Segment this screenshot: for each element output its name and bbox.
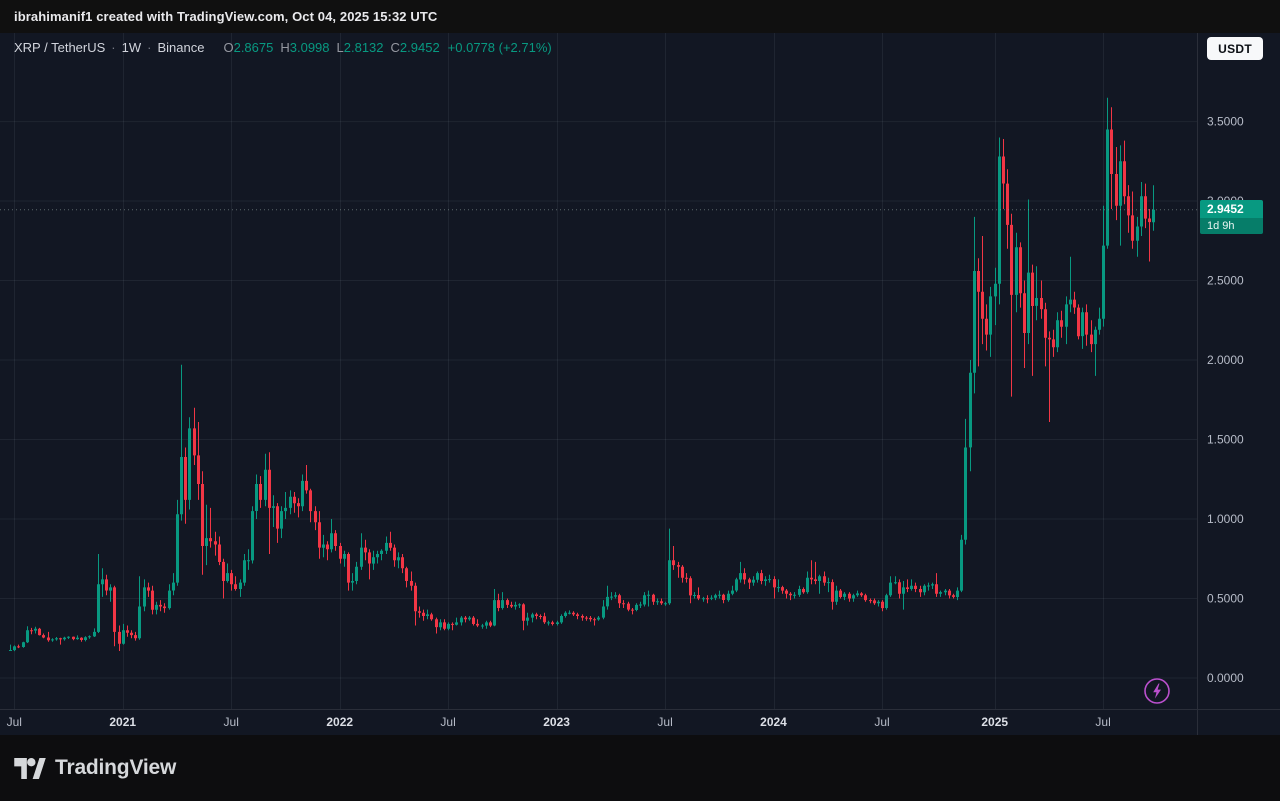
price-tick-label: 2.0000 bbox=[1207, 353, 1244, 367]
currency-toggle-button[interactable]: USDT bbox=[1207, 37, 1263, 60]
time-tick-label: Jul bbox=[7, 715, 22, 729]
tradingview-logo[interactable]: TradingView bbox=[14, 735, 176, 801]
price-tick-label: 1.5000 bbox=[1207, 433, 1244, 447]
attribution-text: ibrahimanif1 created with TradingView.co… bbox=[14, 9, 438, 24]
symbol-legend[interactable]: XRP / TetherUS · 1W · Binance O2.8675 H3.0998 L… bbox=[14, 40, 552, 55]
price-tick-label: 0.0000 bbox=[1207, 671, 1244, 685]
lightning-icon bbox=[1144, 678, 1170, 704]
price-tick-label: 1.0000 bbox=[1207, 512, 1244, 526]
chart-area: 3.50003.00002.50002.00001.50001.00000.50… bbox=[0, 33, 1280, 735]
time-tick-label: 2023 bbox=[543, 715, 570, 729]
up-candle-bodies bbox=[9, 129, 1155, 651]
bar-countdown: 1d 9h bbox=[1200, 218, 1263, 234]
time-tick-label: Jul bbox=[1095, 715, 1110, 729]
symbol-name: XRP / TetherUS bbox=[14, 40, 106, 55]
close-value: 2.9452 bbox=[399, 40, 440, 55]
price-axis[interactable] bbox=[1197, 33, 1280, 709]
high-value: 3.0998 bbox=[289, 40, 330, 55]
low-value: 2.8132 bbox=[343, 40, 384, 55]
grid-lines bbox=[0, 33, 1197, 709]
candlesticks bbox=[9, 97, 1155, 652]
tradingview-wordmark: TradingView bbox=[55, 756, 177, 779]
boost-circle bbox=[1144, 678, 1170, 704]
tradingview-logo-icon bbox=[14, 757, 46, 779]
time-tick-label: 2025 bbox=[981, 715, 1008, 729]
price-tick-label: 0.5000 bbox=[1207, 592, 1244, 606]
low-label: L bbox=[336, 40, 344, 55]
time-tick-label: Jul bbox=[657, 715, 672, 729]
chart-canvas[interactable]: 3.50003.00002.50002.00001.50001.00000.50… bbox=[0, 33, 1280, 735]
time-axis[interactable] bbox=[0, 709, 1197, 735]
open-label: O bbox=[223, 40, 234, 55]
interval-label: 1W bbox=[121, 40, 142, 55]
exchange-label: Binance bbox=[157, 40, 205, 55]
change-value: +0.0778 (+2.71%) bbox=[447, 40, 552, 55]
time-tick-label: Jul bbox=[874, 715, 889, 729]
close-label: C bbox=[390, 40, 400, 55]
time-tick-label: Jul bbox=[224, 715, 239, 729]
legend-separator: · bbox=[111, 40, 116, 55]
price-tick-label: 3.5000 bbox=[1207, 115, 1244, 129]
price-tick-label: 2.5000 bbox=[1207, 274, 1244, 288]
attribution-bar: ibrahimanif1 created with TradingView.co… bbox=[0, 0, 1280, 33]
last-price-badge[interactable]: 2.9452 1d 9h bbox=[1200, 200, 1263, 234]
time-axis-labels: Jul 2021 Jul 2022 Jul 2023 Jul 2024 Jul 2025 Jul bbox=[7, 715, 1111, 729]
last-price-value: 2.9452 bbox=[1207, 202, 1244, 216]
time-tick-label: Jul bbox=[440, 715, 455, 729]
time-tick-label: 2024 bbox=[760, 715, 787, 729]
down-candle-wicks bbox=[18, 107, 1150, 651]
time-tick-label: 2022 bbox=[326, 715, 353, 729]
high-label: H bbox=[280, 40, 290, 55]
up-candle-wicks bbox=[10, 97, 1154, 652]
boost-button[interactable] bbox=[1143, 677, 1171, 705]
ohlc-values: O2.8675 H3.0998 L2.8132 C2.9452 +0.0778 (+2.… bbox=[216, 40, 551, 55]
down-candle-bodies bbox=[17, 129, 1151, 648]
footer-bar: TradingView bbox=[0, 735, 1280, 801]
time-tick-label: 2021 bbox=[109, 715, 136, 729]
open-value: 2.8675 bbox=[233, 40, 274, 55]
bolt-glyph bbox=[1153, 683, 1161, 699]
legend-separator: · bbox=[147, 40, 152, 55]
